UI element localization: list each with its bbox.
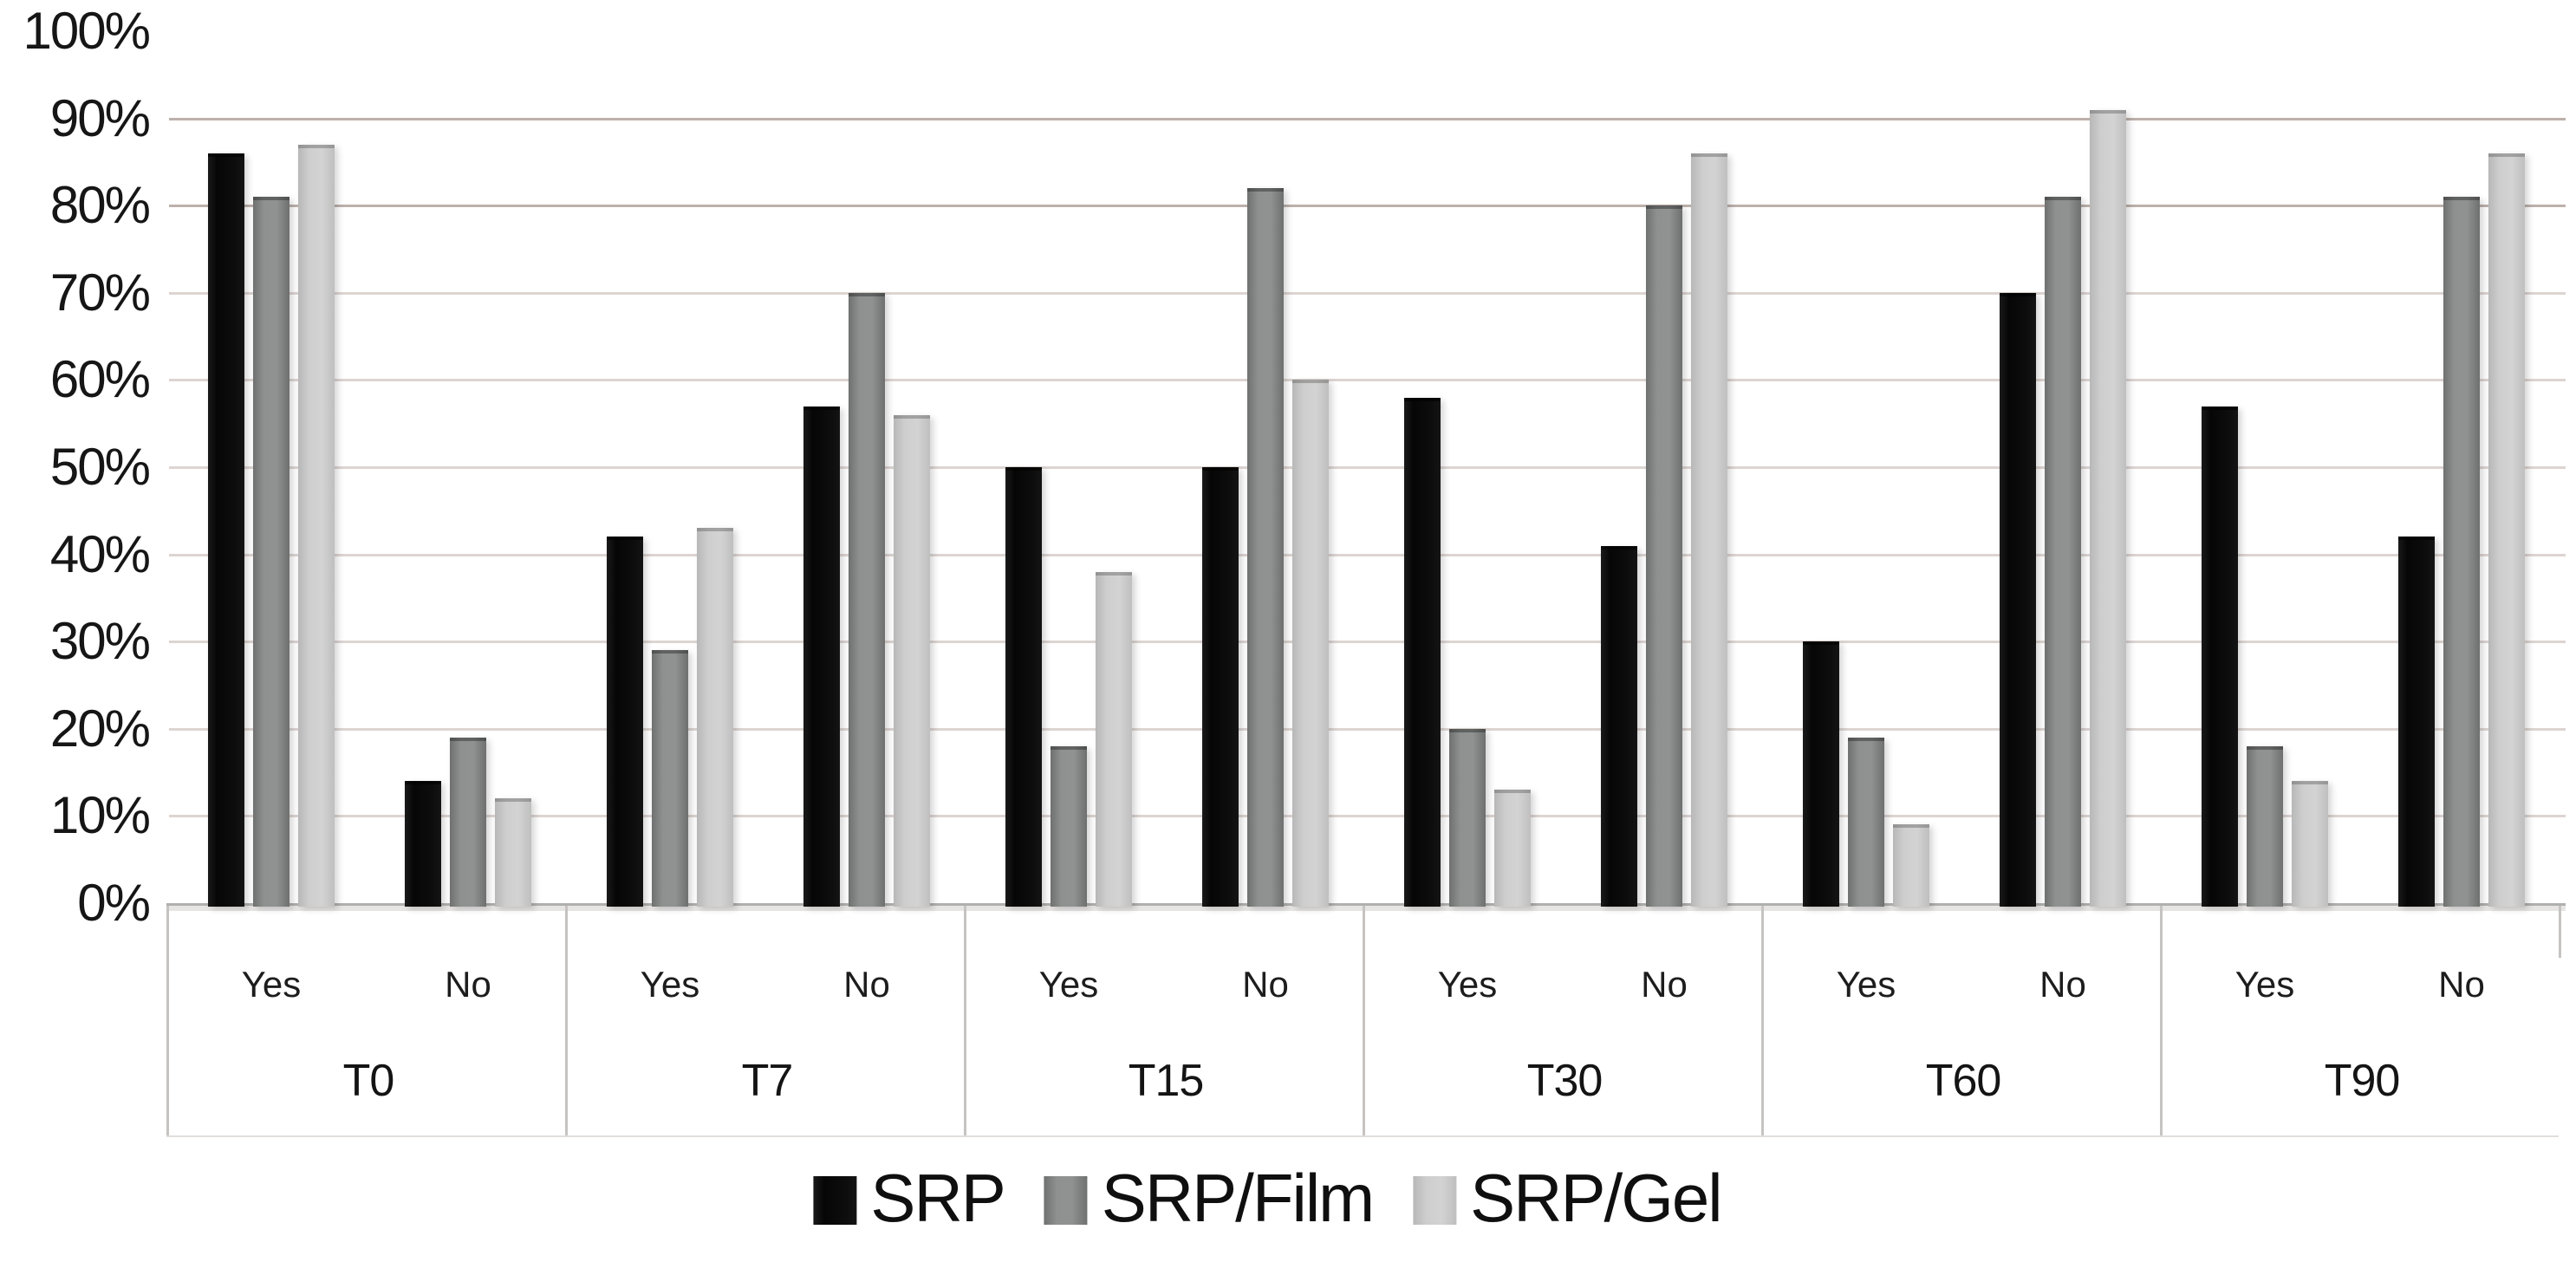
bar-t0-no-srp — [405, 781, 441, 907]
x-axis-line — [166, 903, 2566, 906]
bar-t90-no-srp — [2398, 537, 2435, 907]
group-separator — [1761, 906, 1764, 1135]
y-axis-tick-label: 90% — [49, 88, 151, 147]
bar-t90-yes-srp-gel — [2292, 781, 2328, 907]
y-axis-tick-label: 100% — [23, 2, 151, 60]
bar-t60-yes-srp-gel — [1893, 824, 1929, 907]
group-separator — [1363, 906, 1365, 1135]
legend-swatch-icon — [813, 1176, 857, 1225]
group-label-t90: T90 — [2324, 1056, 2401, 1106]
x-axis-shadow — [166, 906, 2566, 911]
bar-t90-yes-srp — [2202, 406, 2238, 907]
subgroup-label-t90-no: No — [2438, 964, 2485, 1005]
y-axis-tick-label: 70% — [49, 263, 151, 322]
bar-t30-yes-srp-film — [1449, 728, 1486, 907]
subgroup-label-t90-yes: Yes — [2234, 964, 2295, 1005]
bar-t0-yes-srp — [208, 153, 244, 907]
gridline — [169, 466, 2566, 469]
group-label-t60: T60 — [1925, 1056, 2002, 1106]
group-label-t15: T15 — [1128, 1056, 1205, 1106]
subgroup-label-t30-yes: Yes — [1437, 964, 1498, 1005]
y-axis-tick-label: 40% — [49, 524, 151, 583]
bar-t60-no-srp-gel — [2090, 109, 2126, 907]
legend-label: SRP/Gel — [1470, 1160, 1722, 1236]
group-separator — [166, 906, 169, 1135]
gridline — [169, 815, 2566, 818]
bar-t60-no-srp-film — [2045, 197, 2081, 907]
subgroup-label-t7-no: No — [843, 964, 890, 1005]
subgroup-label-t15-yes: Yes — [1038, 964, 1099, 1005]
bar-t30-no-srp-film — [1646, 205, 1682, 907]
y-axis-tick-label: 0% — [77, 874, 151, 932]
subgroup-label-t60-no: No — [2039, 964, 2086, 1005]
bar-t60-yes-srp-film — [1848, 737, 1884, 907]
bar-t0-yes-srp-gel — [298, 144, 335, 907]
subgroup-label-t15-no: No — [1242, 964, 1289, 1005]
gridline — [169, 291, 2566, 295]
bar-t15-yes-srp — [1005, 467, 1042, 907]
bar-t7-yes-srp-film — [652, 650, 688, 907]
label-band-bottom-edge — [166, 1135, 2559, 1137]
bar-t7-yes-srp — [607, 537, 643, 907]
subgroup-label-t0-no: No — [445, 964, 491, 1005]
bar-t30-no-srp-gel — [1691, 153, 1727, 907]
bar-t60-yes-srp — [1803, 641, 1839, 907]
bar-t30-no-srp — [1601, 545, 1637, 907]
legend-label: SRP/Film — [1101, 1160, 1375, 1236]
gridline — [169, 553, 2566, 556]
y-axis-tick-label: 20% — [49, 699, 151, 758]
subgroup-label-t7-yes: Yes — [640, 964, 700, 1005]
bar-t30-yes-srp-gel — [1494, 790, 1531, 907]
bar-t0-yes-srp-film — [253, 197, 289, 907]
gridline — [169, 641, 2566, 644]
bar-t15-yes-srp-gel — [1096, 571, 1132, 907]
gridline — [169, 727, 2566, 731]
bar-t7-yes-srp-gel — [697, 528, 733, 907]
group-separator — [2160, 906, 2163, 1135]
bar-t15-no-srp-film — [1247, 188, 1284, 907]
bar-t60-no-srp — [2000, 292, 2036, 907]
legend: SRP SRP/Film SRP/Gel — [813, 1146, 1723, 1250]
group-separator — [964, 906, 966, 1135]
gridline — [169, 117, 2566, 120]
y-axis-tick-label: 80% — [49, 176, 151, 235]
gridline — [169, 379, 2566, 382]
legend-label: SRP — [870, 1160, 1005, 1236]
bar-t7-no-srp — [803, 406, 840, 907]
group-label-t7: T7 — [741, 1056, 794, 1106]
legend-item-srp-gel: SRP/Gel — [1413, 1160, 1723, 1236]
y-axis-tick-label: 60% — [49, 350, 151, 409]
bar-t30-yes-srp — [1404, 397, 1441, 907]
group-label-t30: T30 — [1526, 1056, 1603, 1106]
bar-t7-no-srp-gel — [894, 414, 930, 907]
bar-t15-yes-srp-film — [1051, 745, 1087, 907]
subgroup-label-t60-yes: Yes — [1836, 964, 1896, 1005]
bar-t90-no-srp-gel — [2488, 153, 2525, 907]
y-axis-tick-label: 10% — [49, 786, 151, 845]
bar-t7-no-srp-film — [849, 292, 885, 907]
y-axis-tick-label: 30% — [49, 612, 151, 671]
group-separator — [565, 906, 568, 1135]
legend-item-srp: SRP — [813, 1160, 1006, 1236]
bar-t0-no-srp-film — [450, 737, 486, 907]
bar-t0-no-srp-gel — [495, 798, 531, 907]
gridline — [169, 205, 2566, 208]
subgroup-label-t30-no: No — [1641, 964, 1688, 1005]
legend-swatch-icon — [1413, 1176, 1457, 1225]
legend-swatch-icon — [1044, 1176, 1088, 1225]
subgroup-label-t0-yes: Yes — [241, 964, 302, 1005]
legend-item-srp-film: SRP/Film — [1044, 1160, 1375, 1236]
bar-t90-no-srp-film — [2443, 197, 2480, 907]
bar-t90-yes-srp-film — [2247, 745, 2283, 907]
y-axis-tick-label: 50% — [49, 438, 151, 496]
bar-t15-no-srp-gel — [1292, 380, 1329, 907]
group-label-t0: T0 — [342, 1056, 395, 1106]
bar-t15-no-srp — [1202, 467, 1239, 907]
group-separator — [2559, 906, 2561, 958]
